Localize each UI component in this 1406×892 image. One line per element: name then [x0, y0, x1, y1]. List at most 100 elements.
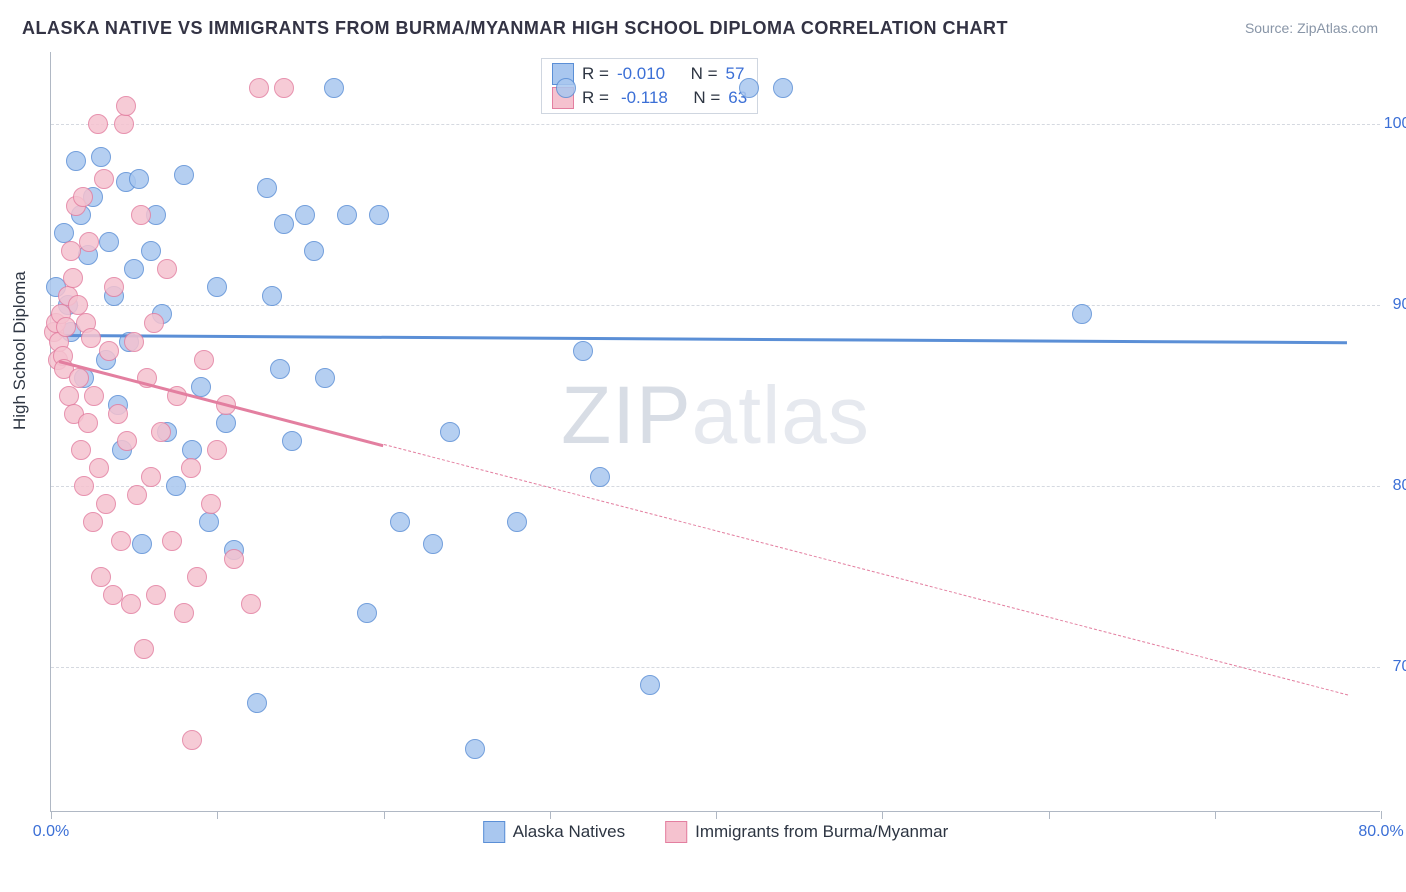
data-point — [304, 241, 324, 261]
data-point — [174, 603, 194, 623]
gridline — [51, 124, 1380, 125]
gridline — [51, 305, 1380, 306]
watermark-zip: ZIP — [561, 370, 692, 461]
data-point — [465, 739, 485, 759]
data-point — [127, 485, 147, 505]
stats-row-alaska: R = -0.010 N = 57 — [552, 63, 747, 85]
data-point — [121, 594, 141, 614]
data-point — [270, 359, 290, 379]
trend-line — [383, 444, 1347, 695]
source-label: Source: ZipAtlas.com — [1245, 20, 1378, 36]
data-point — [108, 404, 128, 424]
data-point — [117, 431, 137, 451]
data-point — [1072, 304, 1092, 324]
data-point — [162, 531, 182, 551]
data-point — [207, 440, 227, 460]
data-point — [390, 512, 410, 532]
y-tick-label: 90.0% — [1393, 296, 1406, 314]
data-point — [194, 350, 214, 370]
data-point — [66, 151, 86, 171]
watermark: ZIPatlas — [561, 369, 870, 463]
data-point — [315, 368, 335, 388]
data-point — [249, 78, 269, 98]
data-point — [96, 494, 116, 514]
data-point — [71, 440, 91, 460]
data-point — [63, 268, 83, 288]
n-label: N = — [693, 88, 720, 108]
stats-row-burma: R = -0.118 N = 63 — [552, 87, 747, 109]
series-legend: Alaska Natives Immigrants from Burma/Mya… — [483, 821, 949, 843]
data-point — [295, 205, 315, 225]
data-point — [157, 259, 177, 279]
data-point — [282, 431, 302, 451]
x-tick-label: 0.0% — [33, 823, 69, 841]
data-point — [104, 277, 124, 297]
data-point — [201, 494, 221, 514]
data-point — [59, 386, 79, 406]
data-point — [69, 368, 89, 388]
x-tick — [1381, 811, 1382, 819]
plot-area: ZIPatlas R = -0.010 N = 57 R = -0.118 N … — [50, 52, 1380, 812]
legend-label-alaska: Alaska Natives — [513, 822, 625, 842]
gridline — [51, 667, 1380, 668]
data-point — [61, 241, 81, 261]
data-point — [357, 603, 377, 623]
r-label: R = — [582, 64, 609, 84]
data-point — [84, 386, 104, 406]
data-point — [573, 341, 593, 361]
data-point — [247, 693, 267, 713]
swatch-alaska — [483, 821, 505, 843]
data-point — [111, 531, 131, 551]
x-tick — [716, 811, 717, 819]
data-point — [103, 585, 123, 605]
data-point — [274, 214, 294, 234]
x-tick-label: 80.0% — [1358, 823, 1403, 841]
x-tick — [384, 811, 385, 819]
data-point — [182, 730, 202, 750]
data-point — [151, 422, 171, 442]
data-point — [132, 534, 152, 554]
data-point — [590, 467, 610, 487]
data-point — [81, 328, 101, 348]
x-tick — [51, 811, 52, 819]
r-value-burma: -0.118 — [621, 88, 668, 108]
data-point — [187, 567, 207, 587]
n-label: N = — [691, 64, 718, 84]
data-point — [174, 165, 194, 185]
data-point — [124, 259, 144, 279]
trend-line — [59, 334, 1347, 344]
data-point — [166, 476, 186, 496]
data-point — [134, 639, 154, 659]
data-point — [262, 286, 282, 306]
r-label: R = — [582, 88, 609, 108]
data-point — [94, 169, 114, 189]
x-tick — [217, 811, 218, 819]
data-point — [91, 567, 111, 587]
data-point — [216, 413, 236, 433]
data-point — [556, 78, 576, 98]
data-point — [640, 675, 660, 695]
data-point — [141, 241, 161, 261]
data-point — [56, 317, 76, 337]
swatch-burma — [665, 821, 687, 843]
data-point — [739, 78, 759, 98]
data-point — [423, 534, 443, 554]
x-tick — [882, 811, 883, 819]
chart-title: ALASKA NATIVE VS IMMIGRANTS FROM BURMA/M… — [22, 18, 1008, 39]
data-point — [73, 187, 93, 207]
data-point — [146, 585, 166, 605]
r-value-alaska: -0.010 — [617, 64, 665, 84]
data-point — [99, 232, 119, 252]
data-point — [257, 178, 277, 198]
data-point — [182, 440, 202, 460]
data-point — [68, 295, 88, 315]
data-point — [207, 277, 227, 297]
data-point — [129, 169, 149, 189]
data-point — [88, 114, 108, 134]
y-tick-label: 100.0% — [1384, 115, 1406, 133]
data-point — [337, 205, 357, 225]
data-point — [191, 377, 211, 397]
y-axis-title: High School Diploma — [10, 271, 30, 430]
data-point — [74, 476, 94, 496]
data-point — [91, 147, 111, 167]
